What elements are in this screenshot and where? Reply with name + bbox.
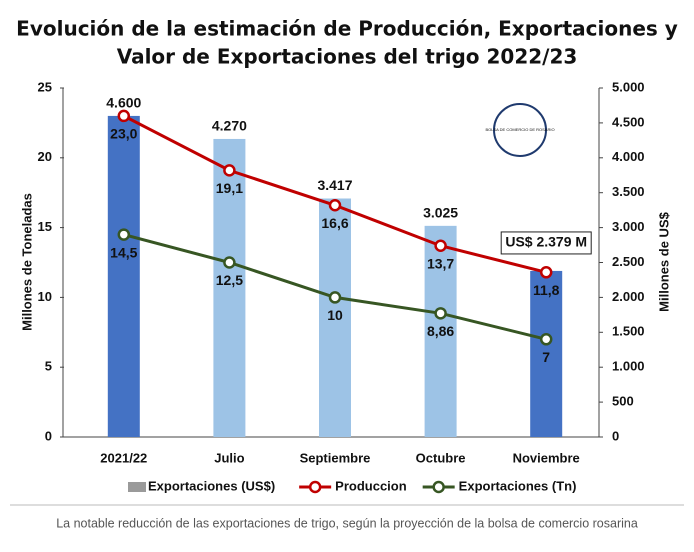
- data-label: 8,86: [427, 323, 454, 339]
- y-tick-label: 0: [45, 428, 52, 443]
- x-tick-label: Noviembre: [513, 450, 580, 465]
- y2-tick-label: 2.500: [612, 254, 645, 269]
- y-tick-label: 15: [38, 219, 52, 234]
- y2-axis-label: Millones de US$: [656, 211, 671, 311]
- bar: [530, 270, 563, 437]
- data-label: 10: [327, 307, 343, 323]
- marker: [117, 228, 131, 241]
- y-tick-label: 20: [38, 149, 52, 164]
- y2-tick-label: 5.000: [612, 79, 645, 94]
- y-axis-label: Millones de Toneladas: [19, 193, 34, 331]
- bar: [213, 138, 246, 438]
- y2-tick-label: 500: [612, 394, 634, 409]
- chart-title: Evolución de la estimación de Producción…: [16, 17, 678, 41]
- marker: [539, 333, 553, 346]
- x-tick-label: Octubre: [416, 450, 466, 465]
- data-label: 14,5: [110, 244, 137, 260]
- y2-tick-label: 3.000: [612, 219, 645, 234]
- chart-title: Valor de Exportaciones del trigo 2022/23: [117, 45, 578, 69]
- bar-label: 4.600: [106, 95, 141, 111]
- legend-swatch: [128, 482, 146, 492]
- y2-tick-label: 0: [612, 428, 619, 443]
- y2-tick-label: 1.500: [612, 324, 645, 339]
- marker: [328, 291, 342, 304]
- marker: [434, 239, 447, 252]
- y2-tick-label: 4.000: [612, 149, 645, 164]
- data-label: 11,8: [533, 282, 560, 298]
- marker: [117, 109, 131, 123]
- data-label: 16,6: [321, 215, 348, 231]
- legend-swatch: [432, 480, 445, 494]
- bar-label: 4.270: [212, 118, 247, 134]
- bar-label: US$ 2.379 M: [505, 234, 587, 250]
- data-label: 12,5: [216, 272, 243, 288]
- data-label: 13,7: [427, 255, 454, 271]
- annotation-box: [500, 231, 592, 255]
- y2-tick-label: 2.000: [612, 289, 645, 304]
- bar: [107, 115, 140, 438]
- y2-tick-label: 3.500: [612, 184, 645, 199]
- legend-label: Produccion: [335, 478, 407, 493]
- legend-swatch: [308, 480, 322, 494]
- data-label: 7: [542, 349, 550, 365]
- marker: [223, 256, 236, 269]
- bar-label: 3.417: [317, 177, 352, 193]
- y-tick-label: 10: [38, 289, 52, 304]
- legend-label: Exportaciones (US$): [148, 478, 275, 493]
- marker: [434, 307, 447, 320]
- y-tick-label: 5: [45, 359, 52, 374]
- marker: [223, 164, 236, 177]
- y-tick-label: 25: [38, 79, 52, 94]
- x-tick-label: Julio: [214, 450, 244, 465]
- data-label: 23,0: [110, 126, 137, 142]
- marker: [539, 266, 553, 279]
- x-tick-label: 2021/22: [100, 450, 147, 465]
- data-label: 19,1: [216, 180, 243, 196]
- legend-label: Exportaciones (Tn): [459, 478, 577, 493]
- y2-tick-label: 1.000: [612, 359, 645, 374]
- y2-tick-label: 4.500: [612, 114, 645, 129]
- bar: [319, 198, 351, 437]
- logo: [493, 103, 547, 157]
- marker: [328, 199, 342, 212]
- bar-label: 3.025: [423, 205, 458, 221]
- bar: [424, 225, 457, 437]
- caption: La notable reducción de las exportacione…: [56, 516, 638, 530]
- x-tick-label: Septiembre: [300, 450, 371, 465]
- logo-text: BOLSA DE COMERCIO DE ROSARIO: [485, 127, 554, 132]
